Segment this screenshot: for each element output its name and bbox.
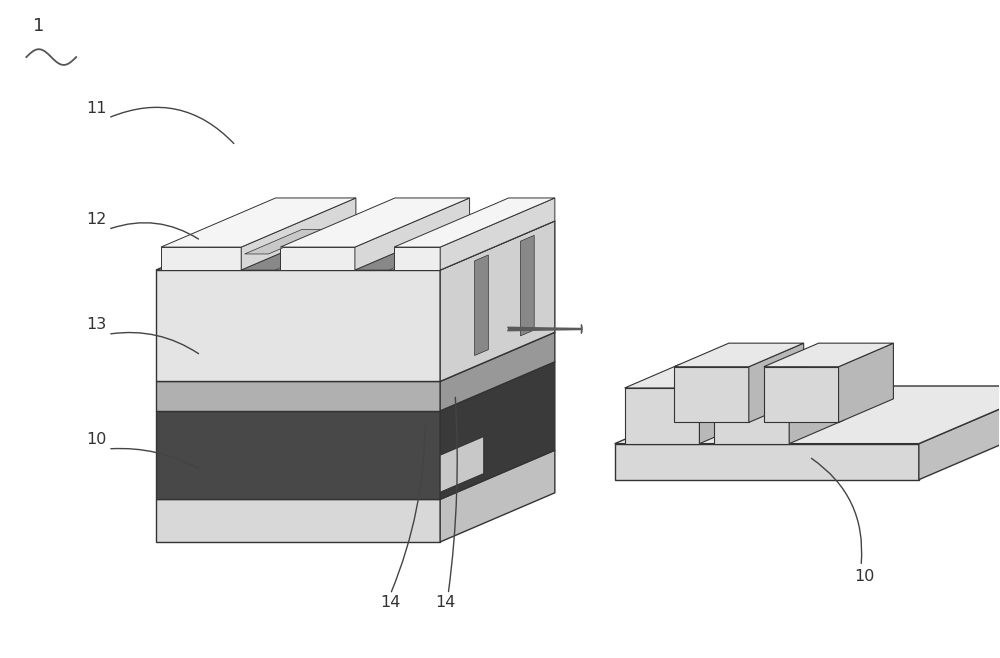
Polygon shape	[280, 247, 355, 270]
Polygon shape	[156, 382, 440, 411]
Polygon shape	[156, 499, 440, 542]
Text: 1: 1	[33, 17, 45, 35]
Polygon shape	[394, 247, 440, 270]
Polygon shape	[764, 343, 893, 367]
Polygon shape	[440, 450, 555, 542]
Polygon shape	[394, 198, 555, 247]
Polygon shape	[475, 255, 488, 355]
Polygon shape	[161, 247, 241, 270]
Polygon shape	[156, 270, 440, 382]
Polygon shape	[615, 443, 919, 480]
Polygon shape	[245, 230, 326, 254]
Polygon shape	[699, 365, 754, 443]
Polygon shape	[161, 198, 356, 247]
Polygon shape	[355, 221, 504, 270]
Polygon shape	[156, 411, 440, 499]
Polygon shape	[440, 362, 555, 499]
Polygon shape	[749, 343, 804, 422]
Polygon shape	[674, 343, 804, 367]
Polygon shape	[789, 365, 844, 443]
Polygon shape	[440, 221, 555, 382]
Polygon shape	[355, 198, 470, 270]
Text: 13: 13	[86, 317, 106, 332]
Polygon shape	[440, 332, 555, 411]
Polygon shape	[615, 386, 1000, 443]
Polygon shape	[440, 436, 484, 492]
Text: 14: 14	[380, 595, 401, 611]
Text: 11: 11	[86, 101, 107, 116]
Text: 10: 10	[86, 432, 107, 447]
Polygon shape	[440, 198, 555, 270]
Polygon shape	[764, 367, 839, 422]
Polygon shape	[674, 367, 749, 422]
Text: 14: 14	[435, 595, 456, 611]
Polygon shape	[714, 388, 789, 443]
Polygon shape	[625, 388, 699, 443]
Polygon shape	[839, 343, 893, 422]
Polygon shape	[156, 221, 555, 270]
Polygon shape	[241, 221, 390, 270]
Polygon shape	[241, 198, 356, 270]
Text: 10: 10	[854, 569, 874, 584]
Polygon shape	[714, 365, 844, 388]
Polygon shape	[520, 236, 534, 336]
Polygon shape	[919, 386, 1000, 480]
Polygon shape	[625, 365, 754, 388]
Text: 12: 12	[86, 212, 107, 227]
Polygon shape	[280, 198, 470, 247]
